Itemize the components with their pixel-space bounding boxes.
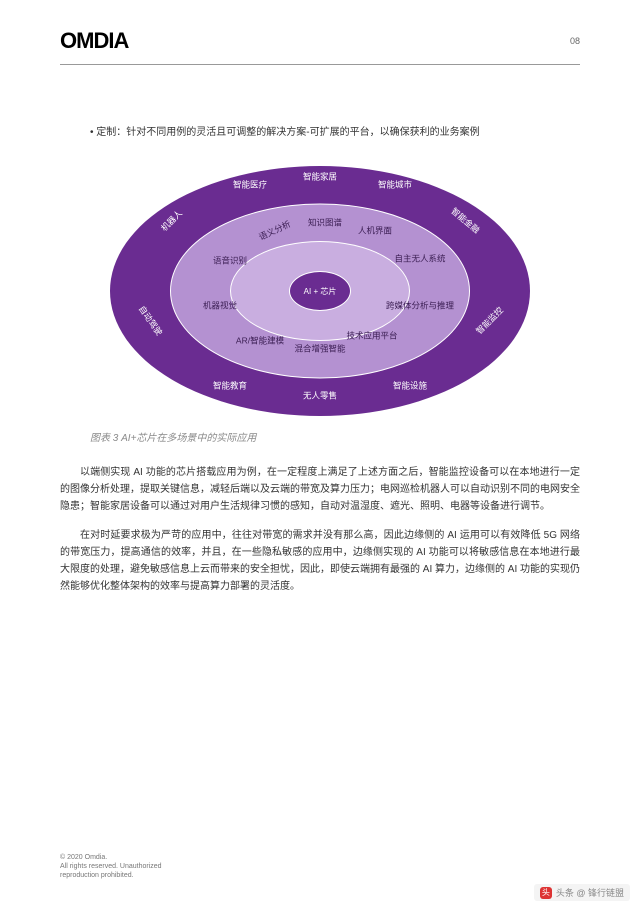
outer-label: 智能家居 <box>303 172 337 181</box>
outer-label: 智能教育 <box>213 381 247 390</box>
mid-label: 语音识别 <box>213 256 247 265</box>
mid-label: 技术应用平台 <box>346 331 397 340</box>
diagram-caption: 图表 3 AI+芯片在多场景中的实际应用 <box>90 429 580 444</box>
watermark-icon: 头 <box>540 887 552 899</box>
onion-diagram: AI + 芯片 智能医疗 智能家居 智能城市 智能金融 智能监控 智能设施 无人… <box>110 161 530 421</box>
outer-label: 智能城市 <box>378 180 412 189</box>
outer-label: 智能设施 <box>393 381 427 390</box>
page-footer: © 2020 Omdia. All rights reserved. Unaut… <box>60 853 162 880</box>
outer-label: 无人零售 <box>303 391 337 400</box>
page-container: OMDIA 08 • 定制：针对不同用例的灵活且可调整的解决方案-可扩展的平台，… <box>0 0 640 905</box>
mid-label: 机器视觉 <box>203 301 237 310</box>
body-paragraph-2: 在对时延要求极为严苛的应用中，往往对带宽的需求并没有那么高，因此边缘侧的 AI … <box>60 527 580 595</box>
copyright-line: © 2020 Omdia. <box>60 853 162 862</box>
page-header: OMDIA 08 <box>60 28 580 65</box>
copyright-line: All rights reserved. Unauthorized <box>60 862 162 871</box>
body-paragraph-1: 以端侧实现 AI 功能的芯片搭载应用为例，在一定程度上满足了上述方面之后，智能监… <box>60 464 580 515</box>
watermark: 头 头条 @ 锋行链盟 <box>534 884 630 901</box>
watermark-text: 头条 @ 锋行链盟 <box>556 886 624 899</box>
mid-label: 混合增强智能 <box>294 344 345 353</box>
mid-label: 跨媒体分析与推理 <box>386 301 454 310</box>
mid-label: 人机界面 <box>358 226 392 235</box>
core-label: AI + 芯片 <box>289 271 351 311</box>
copyright-line: reproduction prohibited. <box>60 871 162 880</box>
intro-bullet: • 定制：针对不同用例的灵活且可调整的解决方案-可扩展的平台，以确保获利的业务案… <box>90 125 580 141</box>
page-number: 08 <box>570 36 580 46</box>
mid-label: 知识图谱 <box>308 218 342 227</box>
mid-label: AR/智能建模 <box>236 336 284 345</box>
mid-label: 自主无人系统 <box>394 254 445 263</box>
outer-label: 智能医疗 <box>233 180 267 189</box>
brand-logo: OMDIA <box>60 28 128 54</box>
